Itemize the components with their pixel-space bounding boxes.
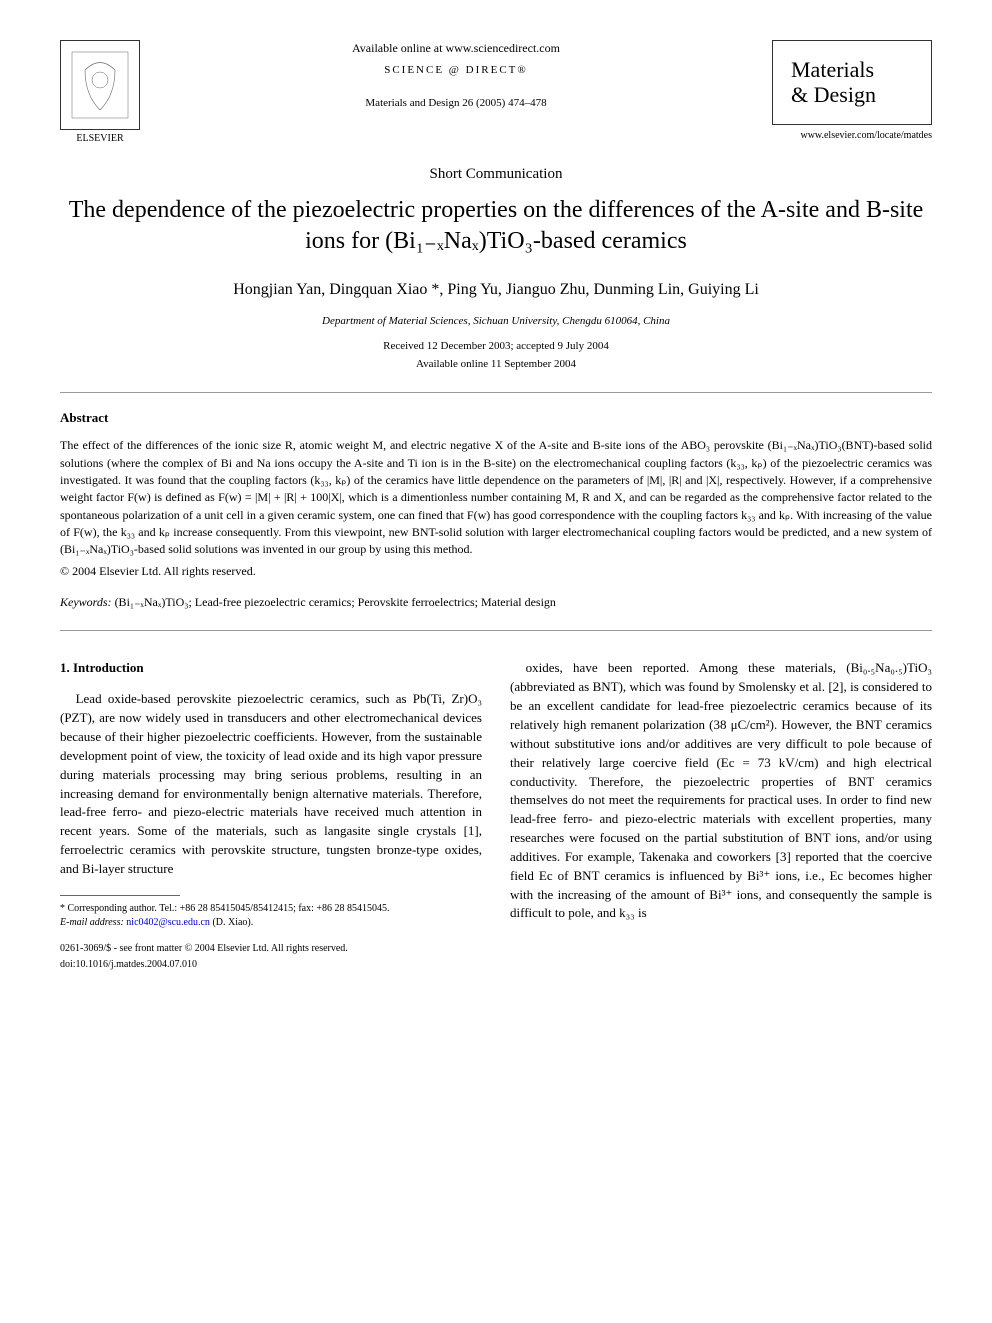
footnote-separator: [60, 895, 180, 896]
intro-paragraph-left: Lead oxide-based perovskite piezoelectri…: [60, 690, 482, 878]
available-online-text: Available online at www.sciencedirect.co…: [160, 40, 752, 57]
journal-brand-block: Materials & Design www.elsevier.com/loca…: [772, 40, 932, 143]
email-line: E-mail address: nic0402@scu.edu.cn (D. X…: [60, 916, 482, 930]
email-label: E-mail address:: [60, 917, 126, 928]
science-direct-logo: SCIENCE @ DIRECT®: [160, 63, 752, 78]
intro-paragraph-right: oxides, have been reported. Among these …: [510, 659, 932, 923]
keywords-text: (Bi₁₋ₓNaₓ)TiO₃; Lead-free piezoelectric …: [112, 595, 556, 609]
author-list: Hongjian Yan, Dingquan Xiao *, Ping Yu, …: [60, 279, 932, 301]
doi-line: doi:10.1016/j.matdes.2004.07.010: [60, 958, 482, 973]
abstract-body: The effect of the differences of the ion…: [60, 437, 932, 559]
journal-name-line1: Materials: [791, 57, 913, 82]
affiliation: Department of Material Sciences, Sichuan…: [60, 314, 932, 329]
article-title: The dependence of the piezoelectric prop…: [60, 195, 932, 257]
body-columns: 1. Introduction Lead oxide-based perovsk…: [60, 659, 932, 972]
journal-reference: Materials and Design 26 (2005) 474–478: [160, 96, 752, 111]
journal-title-box: Materials & Design: [772, 40, 932, 125]
left-column: 1. Introduction Lead oxide-based perovsk…: [60, 659, 482, 972]
online-date: Available online 11 September 2004: [60, 357, 932, 372]
right-column: oxides, have been reported. Among these …: [510, 659, 932, 972]
elsevier-logo: [60, 40, 140, 130]
page-header: ELSEVIER Available online at www.science…: [60, 40, 932, 146]
journal-name-line2: & Design: [791, 82, 913, 107]
keywords-label: Keywords:: [60, 595, 112, 609]
publisher-block: ELSEVIER: [60, 40, 140, 146]
corresponding-author-note: * Corresponding author. Tel.: +86 28 854…: [60, 902, 482, 916]
publisher-name: ELSEVIER: [60, 132, 140, 146]
divider: [60, 630, 932, 631]
header-center: Available online at www.sciencedirect.co…: [140, 40, 772, 112]
abstract-text: The effect of the differences of the ion…: [60, 438, 932, 556]
journal-url: www.elsevier.com/locate/matdes: [772, 129, 932, 143]
section-heading-intro: 1. Introduction: [60, 659, 482, 678]
divider: [60, 392, 932, 393]
issn-line: 0261-3069/$ - see front matter © 2004 El…: [60, 942, 482, 957]
article-type: Short Communication: [60, 164, 932, 185]
received-date: Received 12 December 2003; accepted 9 Ju…: [60, 339, 932, 354]
keywords-line: Keywords: (Bi₁₋ₓNaₓ)TiO₃; Lead-free piez…: [60, 594, 932, 611]
email-suffix: (D. Xiao).: [210, 917, 253, 928]
abstract-heading: Abstract: [60, 409, 932, 427]
email-link[interactable]: nic0402@scu.edu.cn: [126, 917, 210, 928]
abstract-copyright: © 2004 Elsevier Ltd. All rights reserved…: [60, 563, 932, 580]
